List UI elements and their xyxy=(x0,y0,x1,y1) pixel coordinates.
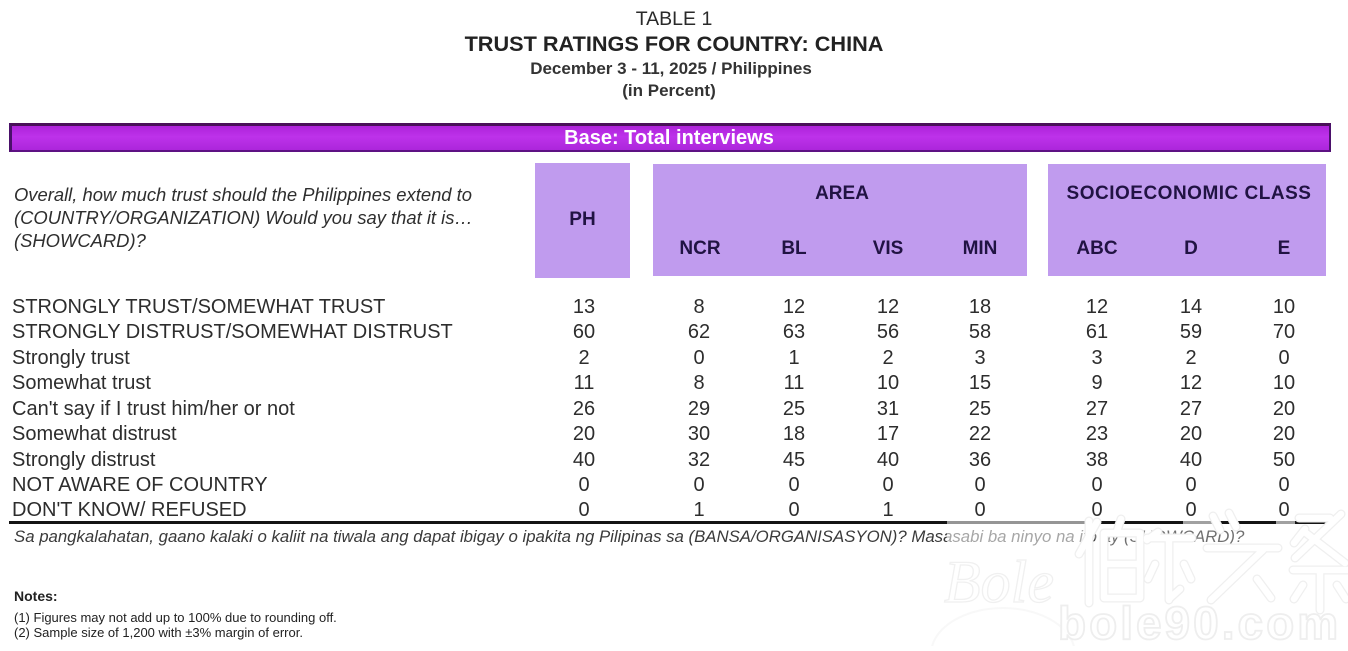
svg-text:bole90.com: bole90.com xyxy=(1058,597,1341,646)
svg-text:Bole: Bole xyxy=(944,549,1054,615)
